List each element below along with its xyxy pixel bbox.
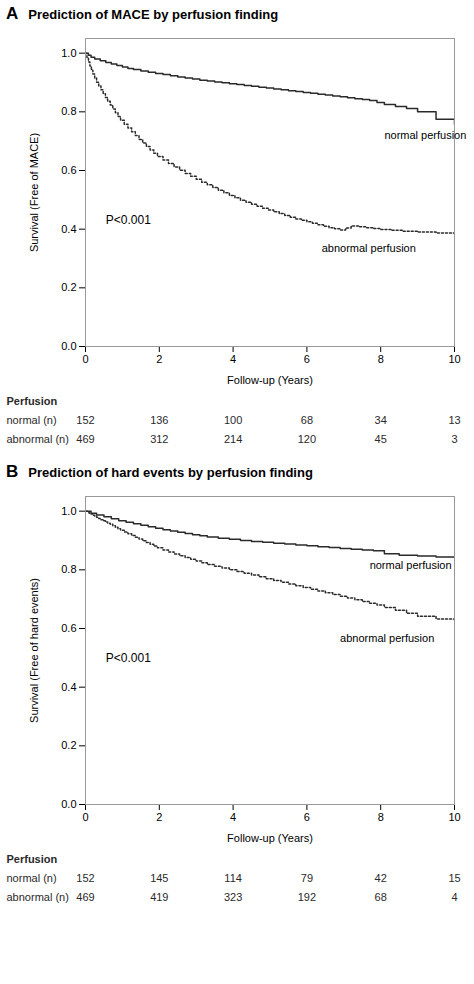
svg-text:10: 10 — [448, 353, 460, 365]
svg-text:323: 323 — [224, 891, 242, 903]
svg-text:P<0.001: P<0.001 — [106, 213, 151, 227]
svg-text:Perfusion: Perfusion — [7, 395, 58, 407]
svg-text:68: 68 — [375, 891, 387, 903]
svg-text:0.8: 0.8 — [61, 563, 76, 575]
svg-text:10: 10 — [448, 811, 460, 823]
svg-text:0: 0 — [82, 811, 88, 823]
svg-text:Perfusion: Perfusion — [7, 853, 58, 865]
svg-text:8: 8 — [378, 353, 384, 365]
svg-text:1.0: 1.0 — [61, 47, 76, 59]
svg-text:0.2: 0.2 — [61, 739, 76, 751]
svg-text:normal perfusion: normal perfusion — [384, 129, 466, 141]
svg-text:0.6: 0.6 — [61, 622, 76, 634]
svg-text:192: 192 — [298, 891, 316, 903]
svg-text:abnormal (n): abnormal (n) — [7, 433, 69, 445]
svg-text:abnormal perfusion: abnormal perfusion — [340, 632, 434, 644]
svg-text:4: 4 — [230, 353, 236, 365]
svg-text:normal (n): normal (n) — [7, 872, 57, 884]
svg-text:6: 6 — [304, 811, 310, 823]
svg-text:79: 79 — [301, 872, 313, 884]
svg-text:469: 469 — [76, 891, 94, 903]
svg-text:120: 120 — [298, 433, 316, 445]
svg-text:0: 0 — [82, 353, 88, 365]
svg-text:0.0: 0.0 — [61, 340, 76, 352]
svg-text:normal perfusion: normal perfusion — [370, 559, 452, 571]
svg-text:4: 4 — [451, 891, 457, 903]
svg-text:145: 145 — [150, 872, 168, 884]
svg-text:Survival (Free of MACE): Survival (Free of MACE) — [28, 133, 40, 252]
svg-text:469: 469 — [76, 433, 94, 445]
svg-text:15: 15 — [448, 872, 460, 884]
svg-text:1.0: 1.0 — [61, 505, 76, 517]
html-text:Prediction of hard events by p: Prediction of hard events by perfusion f… — [28, 465, 313, 480]
svg-text:3: 3 — [451, 433, 457, 445]
svg-text:0.6: 0.6 — [61, 164, 76, 176]
svg-text:4: 4 — [230, 811, 236, 823]
html-text:B: B — [6, 462, 19, 481]
svg-text:0.8: 0.8 — [61, 105, 76, 117]
svg-text:419: 419 — [150, 891, 168, 903]
svg-text:100: 100 — [224, 414, 242, 426]
svg-text:114: 114 — [224, 872, 242, 884]
svg-text:68: 68 — [301, 414, 313, 426]
svg-text:2: 2 — [156, 811, 162, 823]
svg-text:0.4: 0.4 — [61, 681, 76, 693]
html-text:A: A — [6, 4, 19, 23]
html-text:Prediction of MACE by perfusio: Prediction of MACE by perfusion finding — [28, 7, 279, 22]
svg-text:Follow-up (Years): Follow-up (Years) — [227, 832, 313, 844]
svg-text:abnormal perfusion: abnormal perfusion — [322, 242, 416, 254]
svg-text:Survival (Free of hard events): Survival (Free of hard events) — [28, 578, 40, 723]
svg-text:abnormal (n): abnormal (n) — [7, 891, 69, 903]
svg-text:Follow-up (Years): Follow-up (Years) — [227, 374, 313, 386]
svg-text:312: 312 — [150, 433, 168, 445]
svg-text:0.0: 0.0 — [61, 798, 76, 810]
svg-text:152: 152 — [76, 414, 94, 426]
svg-text:2: 2 — [156, 353, 162, 365]
svg-text:45: 45 — [375, 433, 387, 445]
svg-text:0.4: 0.4 — [61, 223, 76, 235]
svg-text:13: 13 — [448, 414, 460, 426]
svg-text:normal (n): normal (n) — [7, 414, 57, 426]
svg-text:6: 6 — [304, 353, 310, 365]
svg-text:34: 34 — [375, 414, 387, 426]
svg-text:P<0.001: P<0.001 — [106, 651, 151, 665]
svg-text:8: 8 — [378, 811, 384, 823]
svg-text:214: 214 — [224, 433, 242, 445]
svg-text:0.2: 0.2 — [61, 281, 76, 293]
svg-text:152: 152 — [76, 872, 94, 884]
svg-text:42: 42 — [375, 872, 387, 884]
svg-text:136: 136 — [150, 414, 168, 426]
